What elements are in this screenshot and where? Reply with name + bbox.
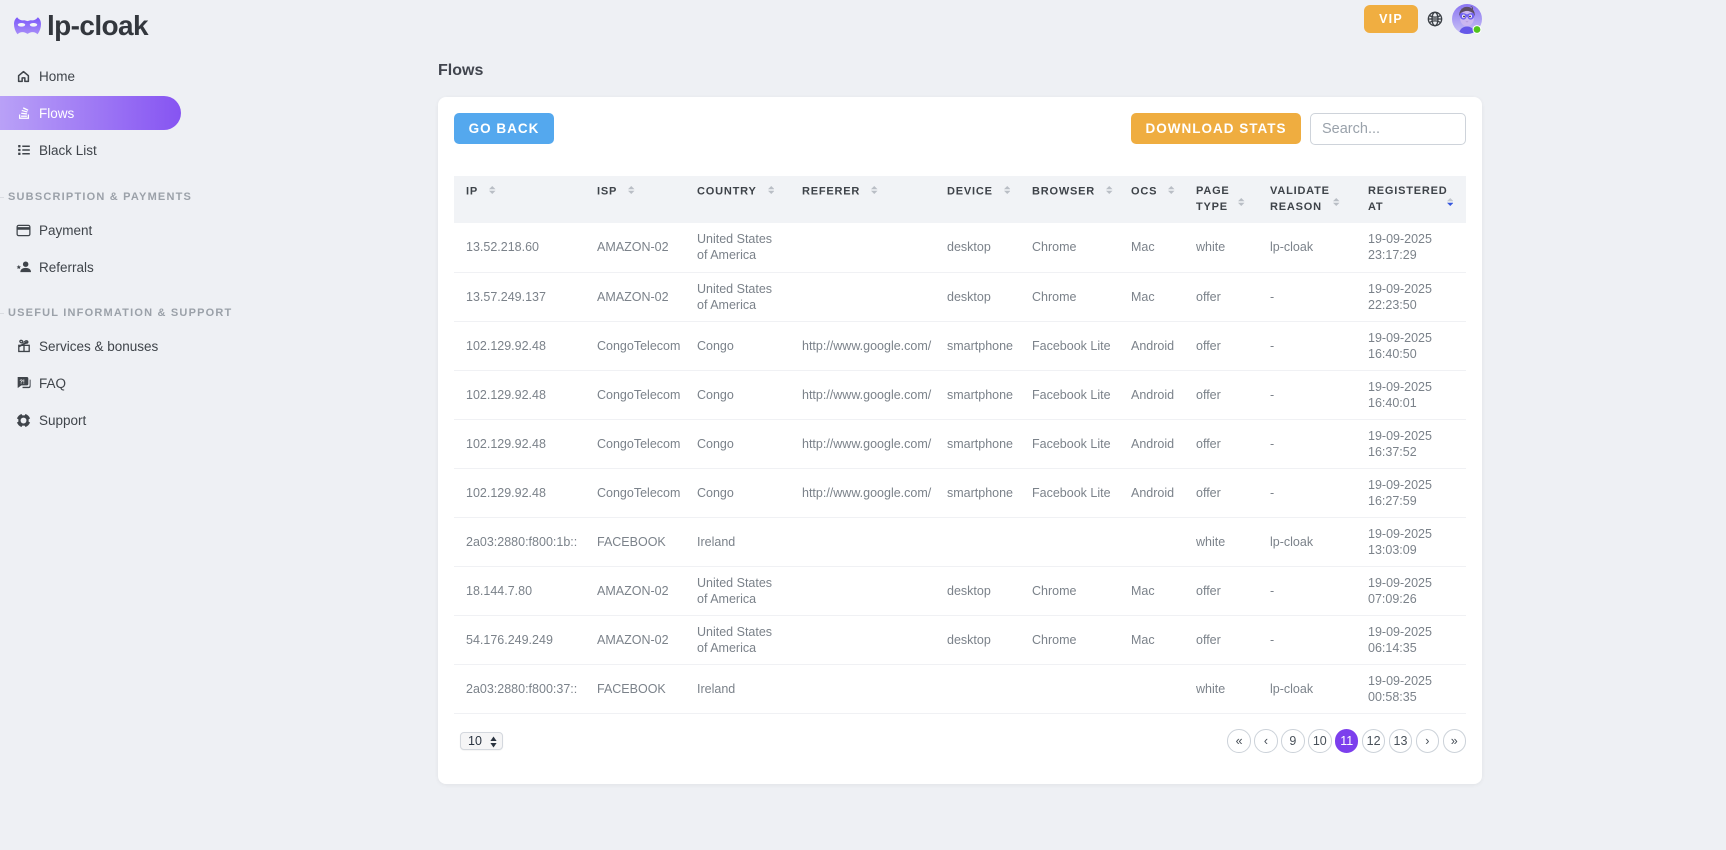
svg-text:?!: ?!: [19, 379, 24, 385]
